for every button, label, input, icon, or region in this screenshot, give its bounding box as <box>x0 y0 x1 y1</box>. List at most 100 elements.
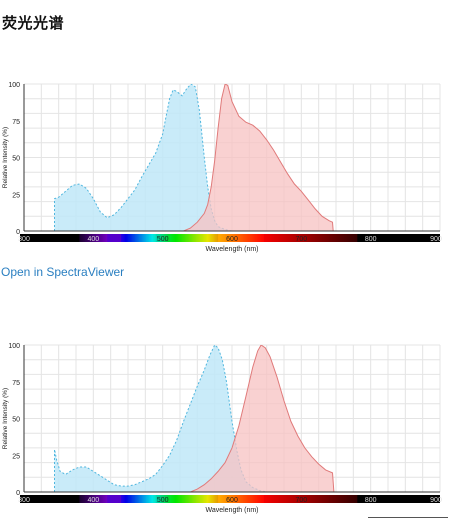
y-axis-label: Relative Intensity (%) <box>2 127 9 188</box>
spectrum-bar-segment <box>297 495 300 503</box>
spectrum-bar-segment <box>351 234 354 242</box>
spectrum-bar-segment <box>344 234 347 242</box>
spectrum-bar-segment <box>230 495 233 503</box>
y-tick-label: 25 <box>12 453 20 460</box>
spectrum-bar-segment <box>182 234 184 242</box>
spectrum-bar-segment <box>243 495 245 503</box>
spectrum-bar-segment <box>341 234 344 242</box>
spectrum-bar-segment <box>245 234 248 242</box>
spectrum-bar-segment <box>301 495 304 503</box>
spectrum-bar-segment <box>354 234 356 242</box>
spectrum-bar-segment <box>276 234 279 242</box>
spectrum-bar-segment <box>248 234 251 242</box>
spectrum-bar-segment <box>291 234 294 242</box>
spectrum-bar-segment <box>152 234 155 242</box>
spectrum-bar-segment <box>232 495 234 503</box>
spectrum-bar-segment <box>333 234 336 242</box>
spectrum-bar-segment <box>305 234 308 242</box>
spectrum-bar-segment <box>349 234 352 242</box>
spectrum-bar-segment <box>90 495 93 503</box>
spectrum-bar-segment <box>123 495 126 503</box>
spectrum-bar-segment <box>128 234 130 242</box>
spectrum-bar-segment <box>109 495 112 503</box>
spectrum-bar-segment <box>234 234 237 242</box>
spectrum-bar-segment <box>179 495 182 503</box>
spectrum-bar-segment <box>355 495 358 503</box>
spectrum-bar-segment <box>143 495 146 503</box>
spectrum-bar-segment <box>172 495 175 503</box>
spectrum-bar-segment <box>139 234 141 242</box>
spectrum-bar-segment <box>255 234 258 242</box>
spectrum-bar-segment <box>255 495 258 503</box>
spectrum-bar-segment <box>114 495 117 503</box>
spectrum-bar-segment <box>258 495 261 503</box>
spectrum-bar-segment <box>315 495 318 503</box>
spectrum-bar-segment <box>179 234 182 242</box>
spectrum-bar-segment <box>288 495 291 503</box>
spectrum-bar-segment <box>302 234 305 242</box>
spectrum-bar-segment <box>93 495 96 503</box>
spectrum-bar-segment <box>313 234 316 242</box>
spectrum-bar-segment <box>96 495 98 503</box>
spectrum-bar-segment <box>101 234 104 242</box>
spectrum-bar-segment <box>277 495 280 503</box>
spectrum-bar-segment <box>331 234 334 242</box>
y-tick-label: 75 <box>12 119 20 126</box>
spectrum-bar-segment <box>324 495 327 503</box>
x-tick-label: 900 <box>430 497 442 504</box>
x-tick-label: 400 <box>87 236 99 243</box>
spectrum-bar-segment <box>180 495 183 503</box>
spectrum-bar-segment <box>352 495 355 503</box>
x-tick-label: 600 <box>226 236 238 243</box>
spectrum-bar-segment <box>205 495 208 503</box>
spectrum-bar-segment <box>284 234 287 242</box>
spectrum-bar-segment <box>166 234 169 242</box>
spectrum-bar-segment <box>274 495 277 503</box>
spectrum-bar-segment <box>115 234 118 242</box>
spectrum-bar-segment <box>157 234 160 242</box>
spectrum-bar-segment <box>269 234 272 242</box>
x-tick-label: 600 <box>226 497 238 504</box>
spectrum-bar-segment <box>337 495 340 503</box>
spectrum-bar-segment <box>273 495 276 503</box>
spectrum-bar-segment <box>159 234 162 242</box>
spectrum-bar-segment <box>311 234 313 242</box>
spectrum-bar-segment <box>319 234 322 242</box>
spectrum-bar-segment <box>104 234 107 242</box>
spectrum-bar-segment <box>302 495 305 503</box>
spectrum-bar-segment <box>151 234 154 242</box>
spectrum-bar-segment <box>329 495 331 503</box>
spectrum-bar-segment <box>175 234 178 242</box>
spectrum-bar-segment <box>248 495 251 503</box>
spectrum-bar-segment <box>223 234 226 242</box>
spectrum-bar-segment <box>79 495 82 503</box>
spectrum-bar-segment <box>200 234 202 242</box>
spectrum-bar-segment <box>144 495 147 503</box>
spectrum-bar-segment <box>283 234 286 242</box>
spectrum-bar-segment <box>297 234 300 242</box>
spectrum-bar-segment <box>162 234 165 242</box>
spectrum-bar-segment <box>342 495 345 503</box>
spectrum-bar-segment <box>262 234 265 242</box>
spectrum-bar-segment <box>326 495 329 503</box>
spectrum-bar-segment <box>187 234 190 242</box>
spectrum-bar-segment <box>176 234 179 242</box>
spectrum-bar-segment <box>148 495 151 503</box>
spectrum-bar-segment <box>225 495 227 503</box>
spectrum-bar-segment <box>164 234 166 242</box>
open-spectraviewer-link[interactable]: Open in SpectraViewer <box>1 265 125 279</box>
spectrum-bar-segment <box>119 234 122 242</box>
spectrum-bar-segment <box>176 495 179 503</box>
spectrum-bar-segment <box>173 234 176 242</box>
spectrum-bar-segment <box>230 234 233 242</box>
spectrum-bar-segment <box>266 495 269 503</box>
spectrum-bar-segment <box>177 234 180 242</box>
spectrum-bar-segment <box>263 234 266 242</box>
spectrum-bar-segment <box>79 234 82 242</box>
spectrum-bar-segment <box>148 234 151 242</box>
spectrum-bar-segment <box>313 495 316 503</box>
spectrum-bar-segment <box>320 495 323 503</box>
spectrum-bar-segment <box>250 234 252 242</box>
spectrum-bar-segment <box>90 234 93 242</box>
x-axis-label: Wavelength (nm) <box>205 507 258 514</box>
